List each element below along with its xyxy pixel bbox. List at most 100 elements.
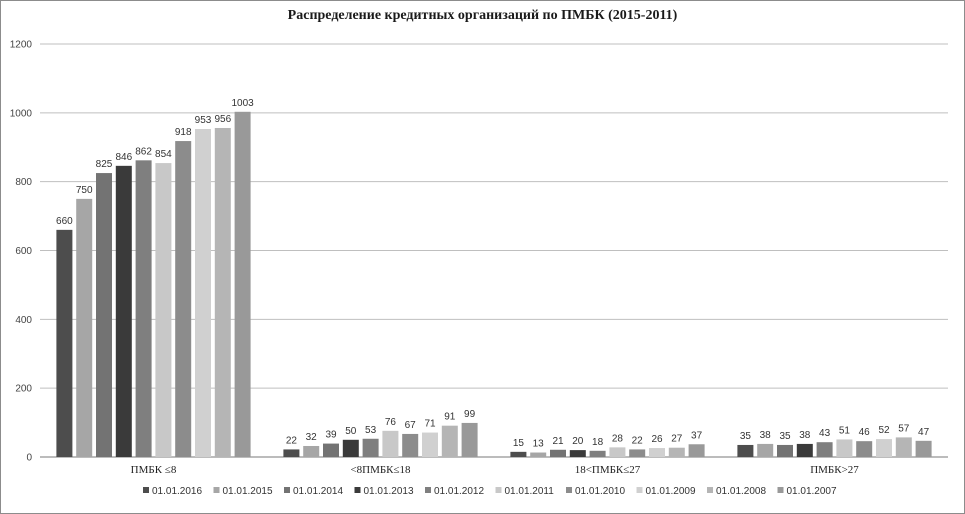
legend-label: 01.01.2015 [223,486,273,497]
bar [629,449,646,457]
bar [155,163,172,457]
data-label: 37 [691,430,703,441]
data-label: 52 [878,425,890,436]
bar [816,442,833,457]
legend-label: 01.01.2009 [646,486,696,497]
data-label: 862 [135,146,152,157]
legend-swatch [777,487,784,493]
legend-swatch [354,487,361,493]
data-label: 918 [175,127,192,138]
bar [836,439,853,457]
bar [589,450,606,457]
bar [856,441,873,457]
bar [382,430,399,457]
bar [342,439,359,457]
bar [214,127,231,457]
bar [441,425,458,457]
legend-label: 01.01.2016 [152,486,202,497]
data-label: 35 [740,431,752,442]
legend-label: 01.01.2008 [716,486,766,497]
bar [402,433,419,457]
y-tick-label: 800 [15,177,32,188]
legend-label: 01.01.2011 [505,486,555,497]
data-label: 99 [464,409,476,420]
legend-swatch [566,487,572,493]
bar [76,198,93,457]
bar [422,432,438,457]
bar [283,449,300,457]
bar [115,165,132,457]
bar [303,445,320,457]
data-label: 57 [898,423,910,434]
bar [796,443,813,457]
data-label: 22 [286,435,298,446]
legend-label: 01.01.2007 [787,486,837,497]
data-label: 1003 [231,98,254,109]
data-label: 43 [819,428,831,439]
bar [195,129,211,458]
bar [668,447,685,457]
data-label: 38 [760,430,772,441]
legend-label: 01.01.2014 [293,486,343,497]
data-label: 953 [195,115,212,126]
bar [569,450,586,457]
bar [323,443,339,457]
y-tick-label: 0 [26,453,32,464]
data-label: 18 [592,437,604,448]
data-label: 76 [385,417,397,428]
data-label: 51 [839,425,851,436]
bar [915,440,932,457]
data-label: 956 [214,114,231,125]
bar [461,422,478,457]
data-label: 13 [533,439,545,450]
data-label: 854 [155,149,172,160]
y-tick-label: 1000 [10,108,33,119]
bar [777,444,793,457]
data-label: 15 [513,438,525,449]
data-label: 846 [115,152,132,163]
data-label: 22 [632,435,644,446]
x-tick-label: ПМБК>27 [810,464,859,476]
data-label: 660 [56,216,73,227]
bar [550,449,566,457]
data-label: 71 [424,419,436,430]
bar [757,443,774,457]
x-tick-label: <8ПМБК≤18 [350,464,411,476]
legend-swatch [636,487,643,493]
data-label: 32 [306,432,318,443]
data-label: 35 [779,431,791,442]
data-label: 750 [76,185,93,196]
bar [609,447,626,457]
data-label: 39 [325,430,337,441]
legend-swatch [707,487,713,493]
bar [649,448,665,457]
chart-title: Распределение кредитных организаций по П… [287,8,678,23]
data-label: 20 [572,436,584,447]
legend-swatch [495,487,502,493]
data-label: 825 [96,159,113,170]
bar [135,160,152,457]
data-label: 46 [859,427,871,438]
y-tick-label: 1200 [10,40,33,51]
bar [175,141,192,457]
bar [234,111,251,457]
data-label: 26 [651,434,663,445]
y-tick-label: 200 [15,384,32,395]
data-label: 21 [552,436,564,447]
legend-label: 01.01.2013 [364,486,414,497]
x-tick-label: 18<ПМБК≤27 [575,464,641,476]
bar [510,451,527,457]
bar [876,439,892,457]
data-label: 28 [612,433,624,444]
y-tick-label: 400 [15,315,32,326]
data-label: 53 [365,425,377,436]
bar [530,452,547,457]
data-label: 47 [918,427,930,438]
x-tick-label: ПМБК ≤8 [131,464,177,476]
bar [737,444,754,457]
data-label: 38 [799,430,811,441]
legend-label: 01.01.2010 [575,486,625,497]
data-label: 50 [345,426,357,437]
bar [362,438,379,457]
